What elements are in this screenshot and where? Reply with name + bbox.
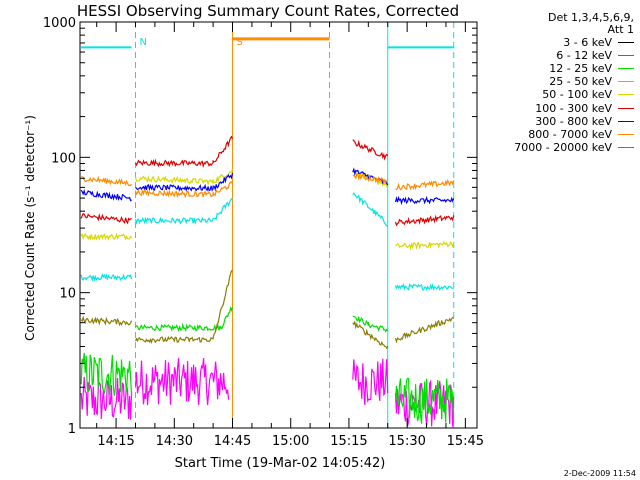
legend-swatch-6-12-kev [618,55,634,57]
legend-swatch-800-7000-kev [618,133,634,135]
x-tick-label-1500: 15:00 [272,434,309,449]
series-50-100-kev-seg-2 [134,168,234,187]
series-25-50-kev-seg-1 [80,273,133,283]
legend-entry-12-25-kev: 12 - 25 keV [482,62,634,75]
series-12-25-kev-seg-3 [352,315,389,333]
legend-label-25-50-kev: 25 - 50 keV [549,75,612,89]
series-7000-20000-kev-seg-1 [80,315,133,327]
y-tick-label-1000: 1000 [43,16,76,31]
marker-label-n: N [139,37,146,48]
legend-entry-6-12-kev: 6 - 12 keV [482,49,634,62]
legend-swatch-7000-20000-kev [618,146,634,148]
legend-entry-25-50-kev: 25 - 50 keV [482,75,634,88]
series-800-7000-kev-seg-1 [81,175,133,187]
y-tick-label-100: 100 [51,151,76,166]
legend-swatch-50-100-kev [618,94,634,96]
x-tick-label-1530: 15:30 [388,434,425,449]
legend-swatch-100-300-kev [618,107,634,109]
legend-header-1: Det 1,3,4,5,6,9, [547,11,634,24]
series-12-25-kev-seg-2 [135,305,234,333]
legend-entry-7000-20000-kev: 7000 - 20000 keV [482,141,634,154]
marker-label-s: S [237,37,243,48]
legend-label-6-12-kev: 6 - 12 keV [556,49,612,63]
footer-date: 2-Dec-2009 11:54 [563,469,636,478]
legend-label-3-6-kev: 3 - 6 keV [563,36,612,50]
series-12-25-kev-seg-1 [80,352,133,396]
x-axis-label: Start Time (19-Mar-02 14:05:42) [175,456,386,471]
y-axis-label: Corrected Count Rate (s⁻¹ detector⁻¹) [23,115,37,341]
series-25-50-kev-seg-3 [352,192,389,227]
series-7000-20000-kev-seg-2 [134,270,233,345]
series-6-12-kev-seg-1 [80,376,133,420]
legend-label-300-800-kev: 300 - 800 keV [535,114,612,128]
x-tick-label-1545: 15:45 [447,434,484,449]
legend-label-800-7000-kev: 800 - 7000 keV [528,127,612,141]
y-tick-label-1: 1 [68,422,76,437]
legend-entry-800-7000-kev: 800 - 7000 keV [482,128,634,141]
series-800-7000-kev-seg-5 [395,179,455,191]
axes: 1 10 100 1000 14:15 14:30 14:45 15:00 15:15 15:30… [43,16,484,449]
legend-swatch-25-50-kev [618,81,634,83]
chart-title: HESSI Observing Summary Count Rates, Cor… [77,2,459,20]
legend-swatch-3-6-kev [618,42,634,44]
series-12-25-kev-seg-4 [394,377,455,424]
series-50-100-kev-seg-1 [80,232,133,242]
series-800-7000-kev-seg-2 [134,180,234,199]
series-6-12-kev-seg-2 [134,358,230,406]
series-100-300-kev-seg-3 [352,139,389,161]
legend-entry-3-6-kev: 3 - 6 keV [482,36,634,49]
legend-entry-100-300-kev: 100 - 300 keV [482,101,634,115]
series-50-100-kev-seg-4 [395,240,455,251]
legend-label-100-300-kev: 100 - 300 keV [535,101,612,115]
series-25-50-kev-seg-2 [134,197,233,226]
series-300-800-kev-seg-4 [394,195,455,206]
legend-swatch-12-25-kev [618,68,634,70]
legend-swatch-300-800-kev [618,120,634,122]
series-100-300-kev-seg-1 [80,212,132,225]
legend-label-12-25-kev: 12 - 25 keV [549,62,612,76]
series-100-300-kev-seg-2 [134,135,234,169]
x-tick-label-1430: 14:30 [156,434,193,449]
series-7000-20000-kev-seg-3 [352,320,389,350]
legend-label-7000-20000-kev: 7000 - 20000 keV [514,140,612,154]
legend-entry-300-800-kev: 300 - 800 keV [482,115,634,128]
series-6-12-kev-seg-3 [352,358,389,406]
series-300-800-kev-seg-2 [135,172,234,193]
legend-header-2: Att 1 [607,23,634,36]
x-tick-label-1415: 14:15 [97,434,134,449]
series-7000-20000-kev-seg-4 [394,316,455,344]
legend: Det 1,3,4,5,6,9, Att 1 3 - 6 keV 6 - 12 k… [482,12,634,154]
plot-frame [79,21,478,429]
x-tick-label-1445: 14:45 [214,434,251,449]
series-800-7000-kev-seg-4 [352,172,389,186]
series-100-300-kev-seg-4 [394,214,455,227]
series-25-50-kev-seg-4 [394,283,454,292]
legend-label-50-100-kev: 50 - 100 keV [542,88,612,102]
x-tick-label-1515: 15:15 [330,434,367,449]
series-300-800-kev-seg-1 [80,188,132,202]
y-tick-label-10: 10 [59,287,76,302]
legend-entry-50-100-kev: 50 - 100 keV [482,88,634,101]
